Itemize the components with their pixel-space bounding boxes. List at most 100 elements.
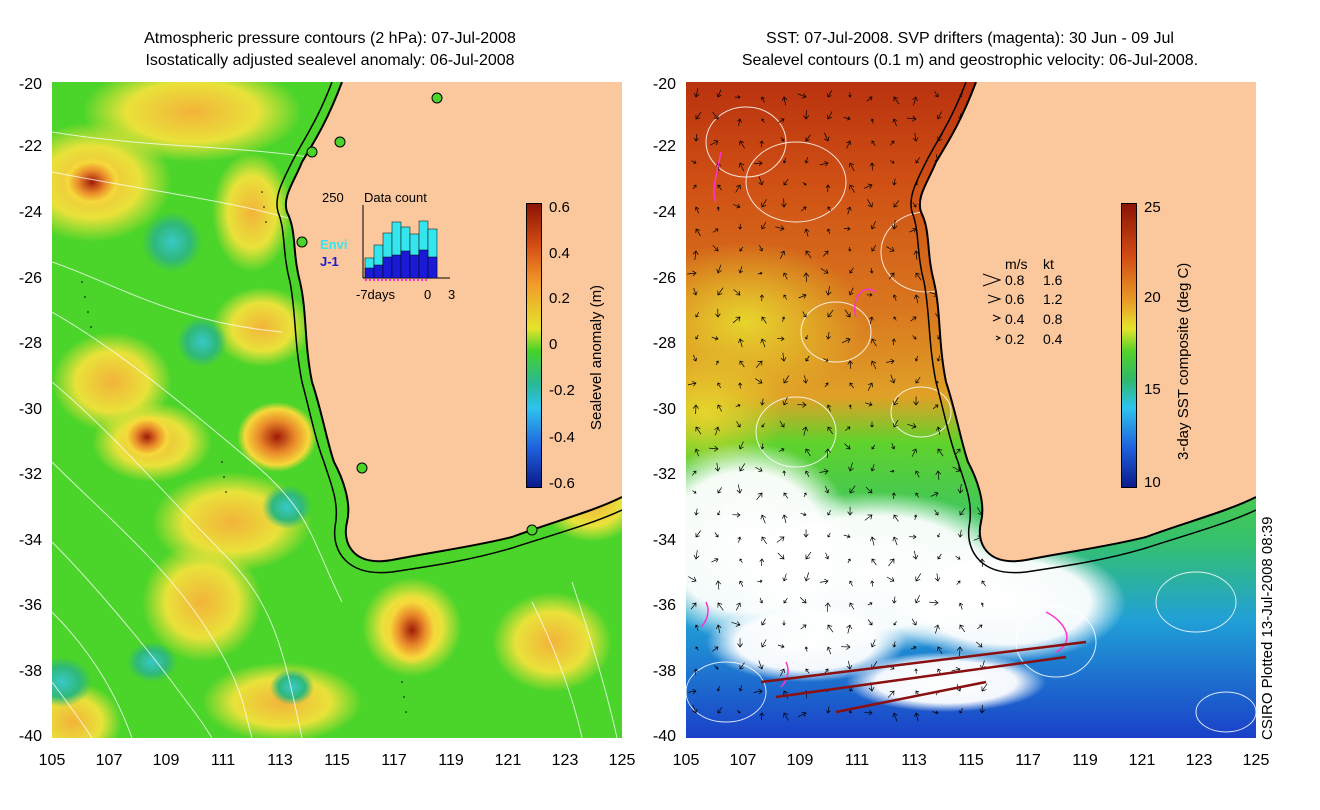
velocity-arrow [912, 96, 918, 106]
legend-kt-value: 1.6 [1043, 272, 1063, 288]
sst-map [686, 82, 1256, 738]
velocity-arrow [777, 644, 785, 649]
velocity-arrow [797, 93, 807, 99]
sealevel-colorbar-label: -0.4 [549, 429, 575, 446]
velocity-arrow [840, 643, 851, 650]
velocity-arrow [959, 624, 966, 633]
x-tick: 121 [1128, 752, 1156, 769]
velocity-arrow [799, 596, 807, 604]
velocity-arrow [890, 160, 895, 164]
velocity-arrow [934, 624, 940, 634]
velocity-arrow [716, 264, 722, 274]
velocity-arrow [717, 287, 724, 296]
velocity-arrow [871, 245, 876, 252]
velocity-arrow [959, 507, 966, 516]
velocity-arrow [709, 445, 719, 452]
velocity-arrow [827, 532, 831, 538]
sst-colorbar-label: 15 [1144, 381, 1161, 398]
sst-colorbar-label: 25 [1144, 199, 1161, 216]
velocity-arrow [692, 250, 699, 260]
velocity-arrow [848, 246, 852, 252]
velocity-arrow [958, 529, 963, 538]
velocity-arrow [913, 514, 918, 520]
velocity-arrow [778, 448, 785, 452]
velocity-arrow [688, 576, 697, 582]
velocity-arrow [782, 514, 788, 524]
y-tick: -26 [18, 270, 42, 287]
velocity-arrow [805, 668, 810, 674]
velocity-arrow [819, 468, 829, 475]
velocity-arrow [869, 536, 876, 546]
velocity-arrow [781, 316, 786, 322]
velocity-arrow [717, 382, 722, 389]
velocity-arrow [687, 381, 697, 387]
velocity-arrow [739, 580, 744, 587]
velocity-arrow [849, 184, 855, 193]
velocity-arrow [802, 375, 809, 384]
velocity-arrow [914, 355, 919, 362]
velocity-arrow [695, 334, 699, 340]
inset-x-label-end: 3 [448, 287, 456, 302]
velocity-arrow [869, 268, 874, 274]
velocity-arrow [761, 221, 767, 230]
velocity-arrow [802, 311, 807, 318]
velocity-arrow [694, 508, 699, 516]
velocity-arrow [757, 271, 763, 275]
y-tick: -32 [18, 466, 42, 483]
velocity-arrow [761, 199, 767, 208]
velocity-arrow [714, 426, 720, 436]
y-tick: -24 [652, 204, 676, 221]
velocity-arrow [843, 116, 851, 121]
velocity-arrow [739, 662, 745, 670]
velocity-arrow [826, 404, 832, 412]
legend-ms-value: 0.4 [1005, 311, 1025, 327]
sealevel-colorbar-label: 0.6 [549, 199, 570, 216]
inset-histogram [362, 205, 450, 281]
velocity-arrow [915, 272, 922, 281]
velocity-arrow-icons [982, 273, 1002, 341]
velocity-arrow [890, 374, 896, 384]
velocity-arrow [759, 140, 764, 148]
legend-ms-value: 0.6 [1005, 291, 1025, 307]
y-tick: -20 [18, 76, 42, 93]
velocity-arrow [932, 710, 939, 715]
velocity-arrow [711, 557, 719, 563]
velocity-arrow [716, 685, 721, 692]
velocity-arrow [892, 178, 897, 186]
right-title-line1: SST: 07-Jul-2008. SVP drifters (magenta)… [766, 30, 1174, 47]
velocity-arrow [805, 335, 809, 340]
inset-x-label-start: -7days [356, 287, 396, 302]
velocity-arrow [892, 641, 897, 648]
velocity-arrow [692, 287, 698, 296]
velocity-arrow [823, 250, 829, 257]
velocity-arrow [893, 621, 897, 626]
velocity-arrow [755, 378, 763, 384]
velocity-arrow [826, 111, 833, 120]
velocity-arrow [715, 308, 721, 318]
velocity-arrow [715, 580, 722, 590]
velocity-arrow [937, 646, 943, 655]
x-tick: 117 [381, 752, 407, 769]
x-tick: 123 [1185, 752, 1213, 769]
velocity-arrow [735, 602, 742, 611]
velocity-arrow [870, 639, 876, 648]
velocity-arrow [804, 157, 809, 164]
velocity-arrow [798, 711, 807, 718]
velocity-arrow [843, 226, 851, 231]
velocity-arrow [888, 272, 895, 280]
left-title-line2: Isostatically adjusted sealevel anomaly:… [145, 52, 515, 69]
velocity-arrow [848, 92, 852, 98]
velocity-arrow [864, 514, 873, 521]
x-tick: 115 [958, 752, 984, 769]
velocity-arrow [907, 115, 917, 122]
velocity-arrow [759, 558, 765, 566]
velocity-arrow [760, 398, 765, 406]
velocity-arrow [692, 704, 698, 714]
velocity-arrow [912, 550, 919, 560]
velocity-arrow [739, 140, 745, 149]
velocity-arrow [956, 646, 963, 657]
velocity-arrow [870, 360, 877, 370]
velocity-arrow [783, 492, 789, 499]
x-tick: 113 [267, 752, 293, 769]
velocity-arrow [714, 665, 719, 670]
